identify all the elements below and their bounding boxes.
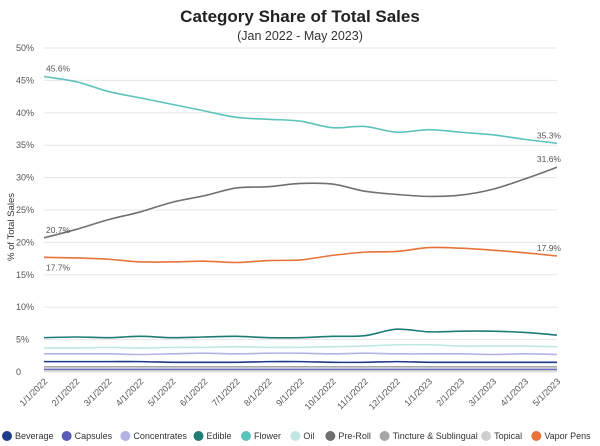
chart-title: Category Share of Total Sales <box>180 7 420 26</box>
legend-swatch <box>2 431 12 441</box>
series-line-pre-roll <box>43 166 558 239</box>
x-tick-label: 7/1/2022 <box>210 376 242 408</box>
legend-swatch <box>193 431 204 441</box>
legend-label: Oil <box>303 431 314 441</box>
x-tick-label: 4/1/2023 <box>498 376 530 408</box>
series-line-flower <box>43 75 558 145</box>
x-tick-label: 2/1/2022 <box>50 376 82 408</box>
x-tick-label: 6/1/2022 <box>178 376 210 408</box>
legend-item: Pre-Roll <box>325 431 371 441</box>
legend-label: Concentrates <box>133 431 187 441</box>
legend-label: Capsules <box>75 431 113 441</box>
x-tick-label: 9/1/2022 <box>274 376 306 408</box>
data-label: 17.7% <box>46 262 71 272</box>
y-tick-label: 5% <box>16 335 29 345</box>
legend-label: Flower <box>254 431 281 441</box>
legend-swatch <box>531 431 542 441</box>
y-axis-label: % of Total Sales <box>6 193 17 261</box>
legend-swatch <box>241 431 252 441</box>
legend-swatch <box>325 431 336 441</box>
legend-label: Topical <box>494 431 522 441</box>
y-tick-label: 20% <box>16 237 34 247</box>
y-tick-label: 40% <box>16 108 34 118</box>
data-label: 31.6% <box>537 154 562 164</box>
legend: Beverage Capsules Concentrates Edible Flower… <box>2 431 591 441</box>
x-tick-label: 12/1/2022 <box>367 376 402 411</box>
x-tick-label: 10/1/2022 <box>303 376 338 411</box>
legend-label: Pre-Roll <box>338 431 371 441</box>
x-tick-label: 5/1/2022 <box>146 376 178 408</box>
x-tick-label: 5/1/2023 <box>531 376 563 408</box>
series-line-vapor-pens <box>43 246 558 264</box>
legend-item: Concentrates <box>120 431 187 441</box>
data-label: 35.3% <box>537 130 562 140</box>
series-line-oil <box>43 343 558 349</box>
y-axis-ticks: 0 5% 10% 15% 20% 25% 30% 35% 40% 45% 50% <box>16 43 34 377</box>
y-tick-label: 0 <box>16 367 21 377</box>
series-lines <box>43 75 558 372</box>
legend-swatch <box>379 431 390 441</box>
y-tick-label: 35% <box>16 140 34 150</box>
x-tick-label: 3/1/2022 <box>82 376 114 408</box>
legend-item: Capsules <box>61 431 113 441</box>
x-tick-label: 1/1/2023 <box>402 376 434 408</box>
legend-swatch <box>481 431 492 441</box>
legend-label: Tincture & Sublingual <box>393 431 478 441</box>
data-label: 45.6% <box>46 64 71 74</box>
legend-label: Edible <box>206 431 231 441</box>
legend-item: Flower <box>241 431 281 441</box>
data-label: 17.9% <box>537 243 562 253</box>
legend-swatch <box>290 431 301 441</box>
legend-item: Topical <box>481 431 522 441</box>
legend-swatch <box>120 431 131 441</box>
x-tick-label: 2/1/2023 <box>434 376 466 408</box>
legend-swatch <box>61 431 72 441</box>
x-tick-label: 4/1/2022 <box>114 376 146 408</box>
legend-item: Vapor Pens <box>531 431 591 441</box>
series-line-edible <box>43 328 558 339</box>
legend-label: Vapor Pens <box>544 431 591 441</box>
legend-item: Oil <box>290 431 314 441</box>
x-tick-label: 1/1/2022 <box>18 376 50 408</box>
y-tick-label: 25% <box>16 205 34 215</box>
legend-label: Beverage <box>15 431 54 441</box>
x-tick-label: 8/1/2022 <box>242 376 274 408</box>
y-tick-label: 45% <box>16 75 34 85</box>
chart-subtitle: (Jan 2022 - May 2023) <box>237 29 363 43</box>
y-tick-label: 50% <box>16 43 34 53</box>
x-tick-label: 11/1/2022 <box>335 376 370 411</box>
series-line-beverage <box>44 360 557 364</box>
x-axis-ticks: 1/1/2022 2/1/2022 3/1/2022 4/1/2022 5/1/2022… <box>18 376 563 411</box>
x-tick-label: 3/1/2023 <box>466 376 498 408</box>
y-tick-label: 15% <box>16 270 34 280</box>
y-tick-label: 10% <box>16 302 34 312</box>
data-label: 20.7% <box>46 225 71 235</box>
data-labels: 45.6% 35.3% 20.7% 31.6% 17.7% 17.9% <box>46 64 561 273</box>
legend-item: Tincture & Sublingual <box>379 431 478 441</box>
y-tick-label: 30% <box>16 173 34 183</box>
legend-item: Edible <box>193 431 232 441</box>
gridlines <box>44 47 557 373</box>
series-line-concentrates <box>44 352 558 356</box>
legend-item: Beverage <box>2 431 54 441</box>
